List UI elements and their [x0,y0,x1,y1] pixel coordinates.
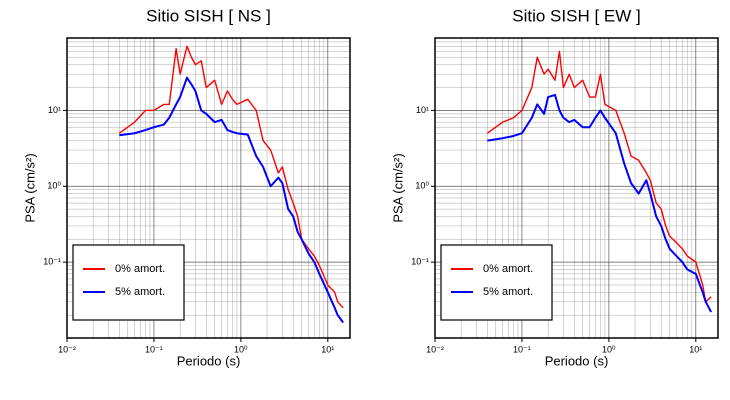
x-tick-label: 10⁰ [602,344,616,354]
x-tick-label: 10⁻¹ [145,344,163,354]
series-line [119,76,344,324]
plot-frame [66,37,351,339]
x-tick-label: 10⁰ [234,344,248,354]
legend-label: 5% amort. [115,286,165,298]
x-axis-label: Periodo (s) [177,353,241,368]
y-tick-label: 10¹ [416,105,429,115]
y-axis-label: PSA (cm/s²) [22,153,37,222]
chart-title: Sitio SISH [ EW ] [512,6,640,25]
y-tick-label: 10⁻¹ [43,257,61,267]
legend-box [72,244,185,321]
series-line [487,93,713,313]
y-tick-label: 10¹ [48,105,61,115]
y-tick-label: 10⁻¹ [411,257,429,267]
legend-label: 0% amort. [115,263,165,275]
x-tick-label: 10¹ [689,344,702,354]
y-tick-label: 10⁰ [47,181,61,191]
series-line [118,45,344,309]
plot-frame [434,37,719,339]
y-axis-label: PSA (cm/s²) [390,153,405,222]
x-axis-label: Periodo (s) [545,353,609,368]
y-tick-label: 10⁰ [415,181,429,191]
legend-box [440,244,553,321]
series-line [486,50,712,303]
x-tick-label: 10⁻² [58,344,76,354]
legend-label: 5% amort. [483,286,533,298]
x-tick-label: 10⁻¹ [513,344,531,354]
chart-title: Sitio SISH [ NS ] [146,6,271,25]
x-tick-label: 10⁻² [426,344,444,354]
legend-label: 0% amort. [483,263,533,275]
x-tick-label: 10¹ [321,344,334,354]
